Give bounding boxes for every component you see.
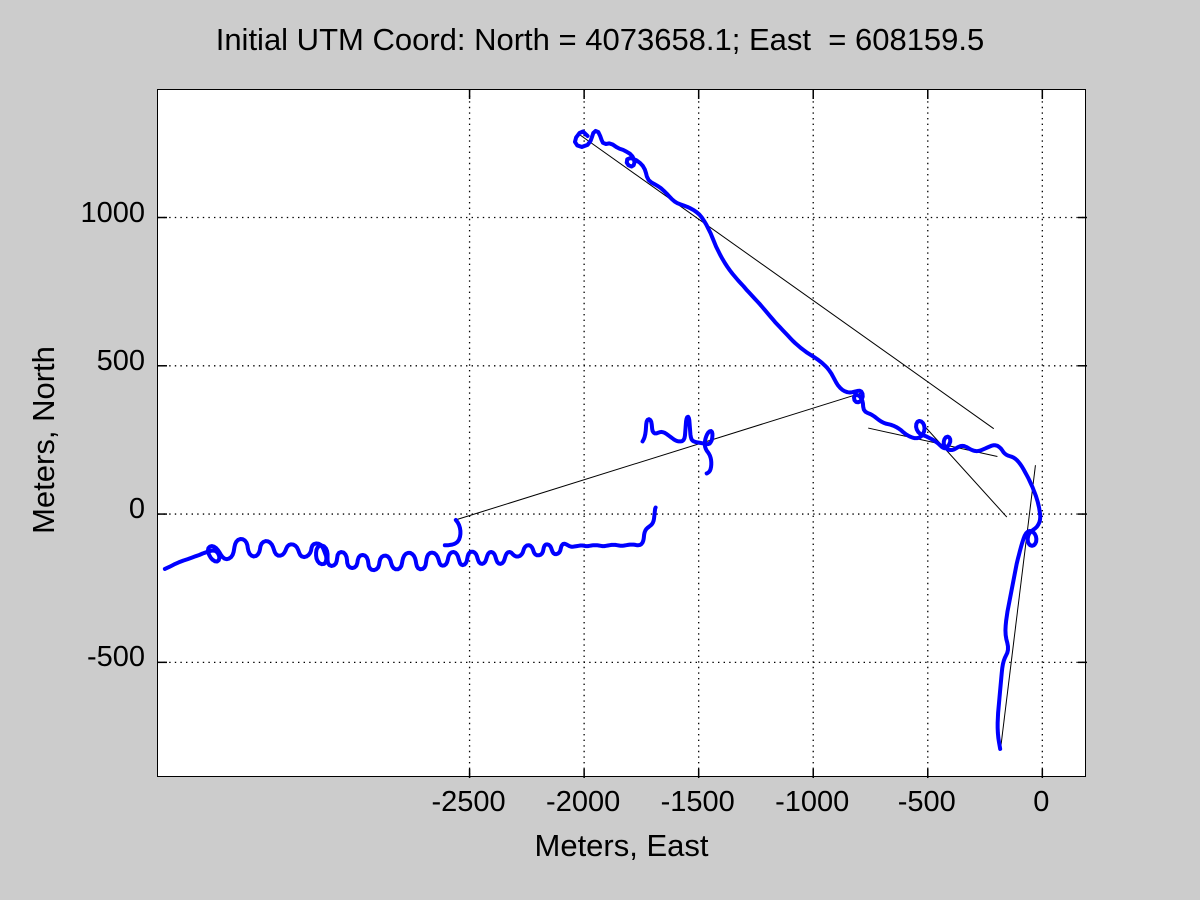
y-axis-label: Meters, North [26, 346, 61, 534]
x-axis-label: Meters, East [534, 828, 709, 863]
reference-line [920, 421, 1008, 518]
reference-line [576, 132, 995, 430]
data-series-line [442, 518, 463, 548]
data-series-line [640, 414, 715, 476]
y-tick-label: 1000 [80, 196, 145, 229]
x-tick-label: 0 [1033, 786, 1050, 818]
plot-axes [157, 89, 1087, 778]
y-tick-label: 0 [128, 493, 145, 526]
plot-canvas [158, 90, 1087, 778]
reference-line [1000, 465, 1036, 749]
x-tick-label: -2000 [546, 786, 621, 818]
data-series-line [162, 505, 658, 573]
x-tick-label: -500 [897, 786, 956, 818]
plot-title: Initial UTM Coord: North = 4073658.1; Ea… [215, 22, 985, 57]
x-tick-label: -2500 [431, 786, 506, 818]
reference-line [455, 392, 862, 521]
x-tick-label: -1000 [775, 786, 850, 818]
y-tick-label: 500 [96, 344, 145, 377]
data-series-line [572, 128, 1043, 751]
y-tick-label: -500 [86, 641, 145, 674]
x-tick-label: -1500 [660, 786, 735, 818]
